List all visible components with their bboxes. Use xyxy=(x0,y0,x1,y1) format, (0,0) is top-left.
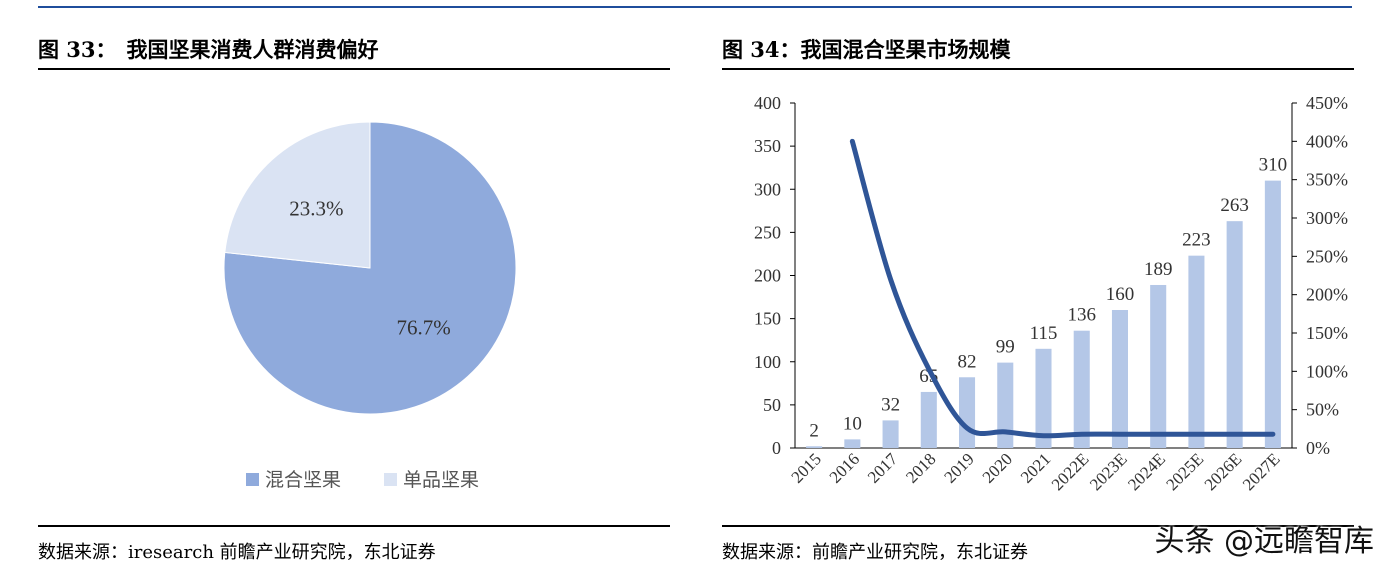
figure-33-title-text: 我国坚果消费人群消费偏好 xyxy=(126,37,379,62)
figure-33-source: 数据来源：iresearch 前瞻产业研究院，东北证券 xyxy=(38,538,436,564)
growth-rate-line xyxy=(849,138,1276,439)
right-tick-label: 450% xyxy=(1306,93,1348,113)
pie-data-label: 23.3% xyxy=(289,196,343,220)
x-tick-label: 2024E xyxy=(1124,449,1169,494)
figure-34-title-text: 我国混合坚果市场规模 xyxy=(800,37,1011,62)
bar xyxy=(1073,330,1090,448)
bar xyxy=(959,377,976,448)
source-label: 数据来源： xyxy=(722,542,812,563)
bar-data-label: 10 xyxy=(843,413,862,434)
bar-line-chart: 0 50 100 150 200 250 300 350 400 0% 50% 100% 150% 200… xyxy=(754,93,1348,494)
x-tick-label: 2027E xyxy=(1239,449,1284,494)
x-tick-label: 2015 xyxy=(787,449,824,486)
bar xyxy=(1111,310,1128,448)
left-tick-label: 300 xyxy=(754,179,781,199)
bar xyxy=(806,446,823,448)
x-tick-label: 2019 xyxy=(940,449,977,486)
x-tick-label: 2026E xyxy=(1201,449,1246,494)
bar xyxy=(1226,221,1243,448)
bar-data-label: 160 xyxy=(1106,284,1135,305)
right-tick-label: 150% xyxy=(1306,323,1348,343)
bar-data-label: 99 xyxy=(996,337,1015,358)
bar-data-label: 32 xyxy=(881,394,900,415)
bar-data-label: 263 xyxy=(1220,195,1249,216)
x-tick-label: 2025E xyxy=(1162,449,1207,494)
right-tick-label: 100% xyxy=(1306,361,1348,381)
x-tick-label: 2023E xyxy=(1086,449,1131,494)
bar xyxy=(1264,180,1281,448)
legend-label: 单品坚果 xyxy=(403,469,479,491)
source-text: 前瞻产业研究院，东北证券 xyxy=(812,542,1028,563)
bar-data-label: 2 xyxy=(809,420,819,441)
right-tick-label: 50% xyxy=(1306,400,1339,420)
x-tick-label: 2018 xyxy=(902,449,939,486)
left-tick-label: 400 xyxy=(754,93,781,113)
left-tick-label: 350 xyxy=(754,136,781,156)
figure-34-source: 数据来源：前瞻产业研究院，东北证券 xyxy=(722,538,1028,564)
x-tick-label: 2016 xyxy=(826,449,863,486)
bar xyxy=(920,391,937,448)
bar-data-label: 115 xyxy=(1030,323,1058,344)
right-tick-label: 0% xyxy=(1306,438,1330,458)
right-tick-label: 300% xyxy=(1306,208,1348,228)
left-tick-label: 50 xyxy=(763,395,781,415)
watermark: 头条 @远瞻智库 xyxy=(1154,524,1374,559)
bar xyxy=(1035,348,1052,448)
pie-chart: 76.7% 23.3% 混合坚果 单品坚果 xyxy=(223,121,517,491)
left-tick-label: 200 xyxy=(754,266,781,286)
title-rule xyxy=(38,68,670,70)
left-tick-label: 150 xyxy=(754,309,781,329)
bar-data-label: 136 xyxy=(1067,305,1096,326)
left-tick-label: 250 xyxy=(754,222,781,242)
figure-34-panel: 图 34：我国混合坚果市场规模 0 50 100 150 200 250 300 350 400… xyxy=(722,0,1354,569)
x-tick-label: 2020 xyxy=(979,449,1016,486)
source-label: 数据来源： xyxy=(38,542,128,563)
bar xyxy=(844,439,861,448)
left-tick-label: 100 xyxy=(754,352,781,372)
figure-34-title: 图 34：我国混合坚果市场规模 xyxy=(722,34,1011,64)
bar-data-label: 189 xyxy=(1144,259,1173,280)
source-rule xyxy=(722,525,1354,527)
legend-swatch xyxy=(246,473,259,486)
right-tick-label: 250% xyxy=(1306,246,1348,266)
x-tick-label: 2017 xyxy=(864,449,902,487)
figure-33-title: 图 33： 我国坚果消费人群消费偏好 xyxy=(38,34,379,64)
legend-swatch xyxy=(384,473,397,486)
source-rule xyxy=(38,525,670,527)
figure-34-label: 图 34： xyxy=(722,37,801,62)
bar xyxy=(997,362,1014,448)
pie-slice xyxy=(224,121,371,269)
pie-data-label: 76.7% xyxy=(397,316,451,340)
top-accent-line xyxy=(38,6,1352,8)
title-rule xyxy=(722,68,1354,70)
bar xyxy=(882,420,899,448)
x-tick-label: 2022E xyxy=(1048,449,1093,494)
figure-33-label: 图 33： xyxy=(38,37,117,62)
right-tick-label: 350% xyxy=(1306,170,1348,190)
figure-33-panel: 图 33： 我国坚果消费人群消费偏好 76.7% 23.3% 混合坚果 单品坚果 数据来… xyxy=(38,0,670,569)
bar xyxy=(1188,255,1205,448)
right-tick-label: 400% xyxy=(1306,131,1348,151)
bar xyxy=(1150,284,1167,448)
left-tick-label: 0 xyxy=(772,438,781,458)
bar-data-label: 82 xyxy=(958,351,977,372)
legend-label: 混合坚果 xyxy=(265,469,341,491)
right-tick-label: 200% xyxy=(1306,285,1348,305)
bar-data-label: 310 xyxy=(1259,155,1288,176)
bar-data-label: 223 xyxy=(1182,230,1211,251)
source-text: iresearch 前瞻产业研究院，东北证券 xyxy=(128,542,436,563)
